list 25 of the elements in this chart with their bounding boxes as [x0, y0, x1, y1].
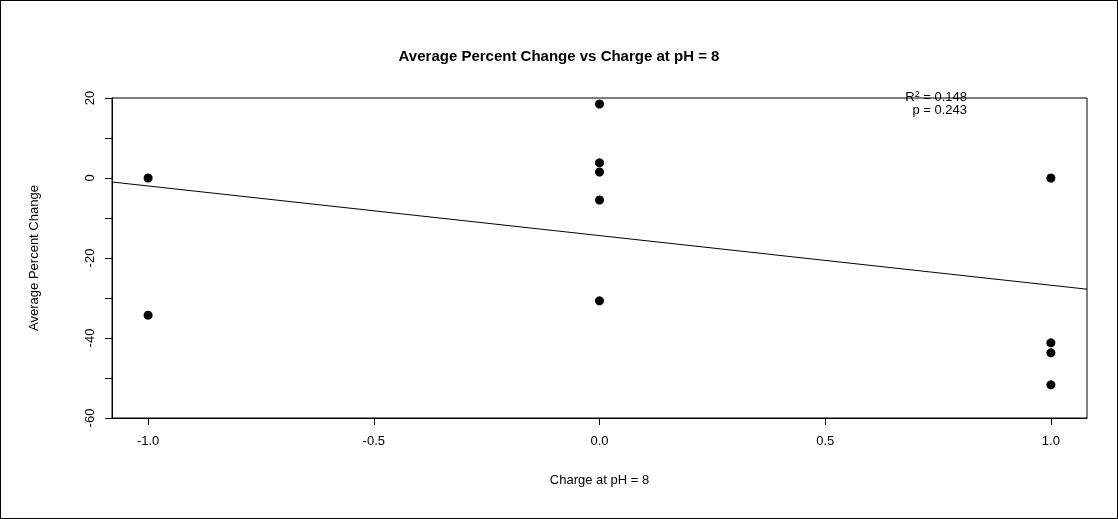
- point: [1046, 338, 1056, 348]
- point: [595, 296, 604, 306]
- x-tick-label: 0.5: [816, 433, 835, 448]
- y-tick-label: -60: [82, 408, 97, 428]
- point: [1046, 380, 1056, 390]
- point: [143, 173, 153, 183]
- point: [595, 167, 604, 177]
- point: [595, 195, 604, 205]
- point: [143, 310, 153, 320]
- y-tick-label: -40: [82, 328, 97, 348]
- x-tick-label: 1.0: [1041, 433, 1060, 448]
- y-tick-label: 20: [82, 90, 97, 106]
- y-tick-label: 0: [82, 174, 97, 182]
- point: [595, 99, 604, 109]
- y-tick-label: -20: [82, 248, 97, 268]
- y-axis-title: Average Percent Change: [26, 185, 41, 331]
- x-tick-label: -1.0: [136, 433, 160, 448]
- x-tick-label: -0.5: [362, 433, 386, 448]
- chart-title: Average Percent Change vs Charge at pH = 8: [398, 47, 720, 64]
- annotation: p = 0.243: [912, 102, 967, 117]
- point: [1046, 348, 1056, 358]
- point: [595, 158, 604, 168]
- point: [1046, 173, 1056, 183]
- x-axis-title: Charge at pH = 8: [549, 472, 650, 487]
- x-tick-label: 0.0: [590, 433, 609, 448]
